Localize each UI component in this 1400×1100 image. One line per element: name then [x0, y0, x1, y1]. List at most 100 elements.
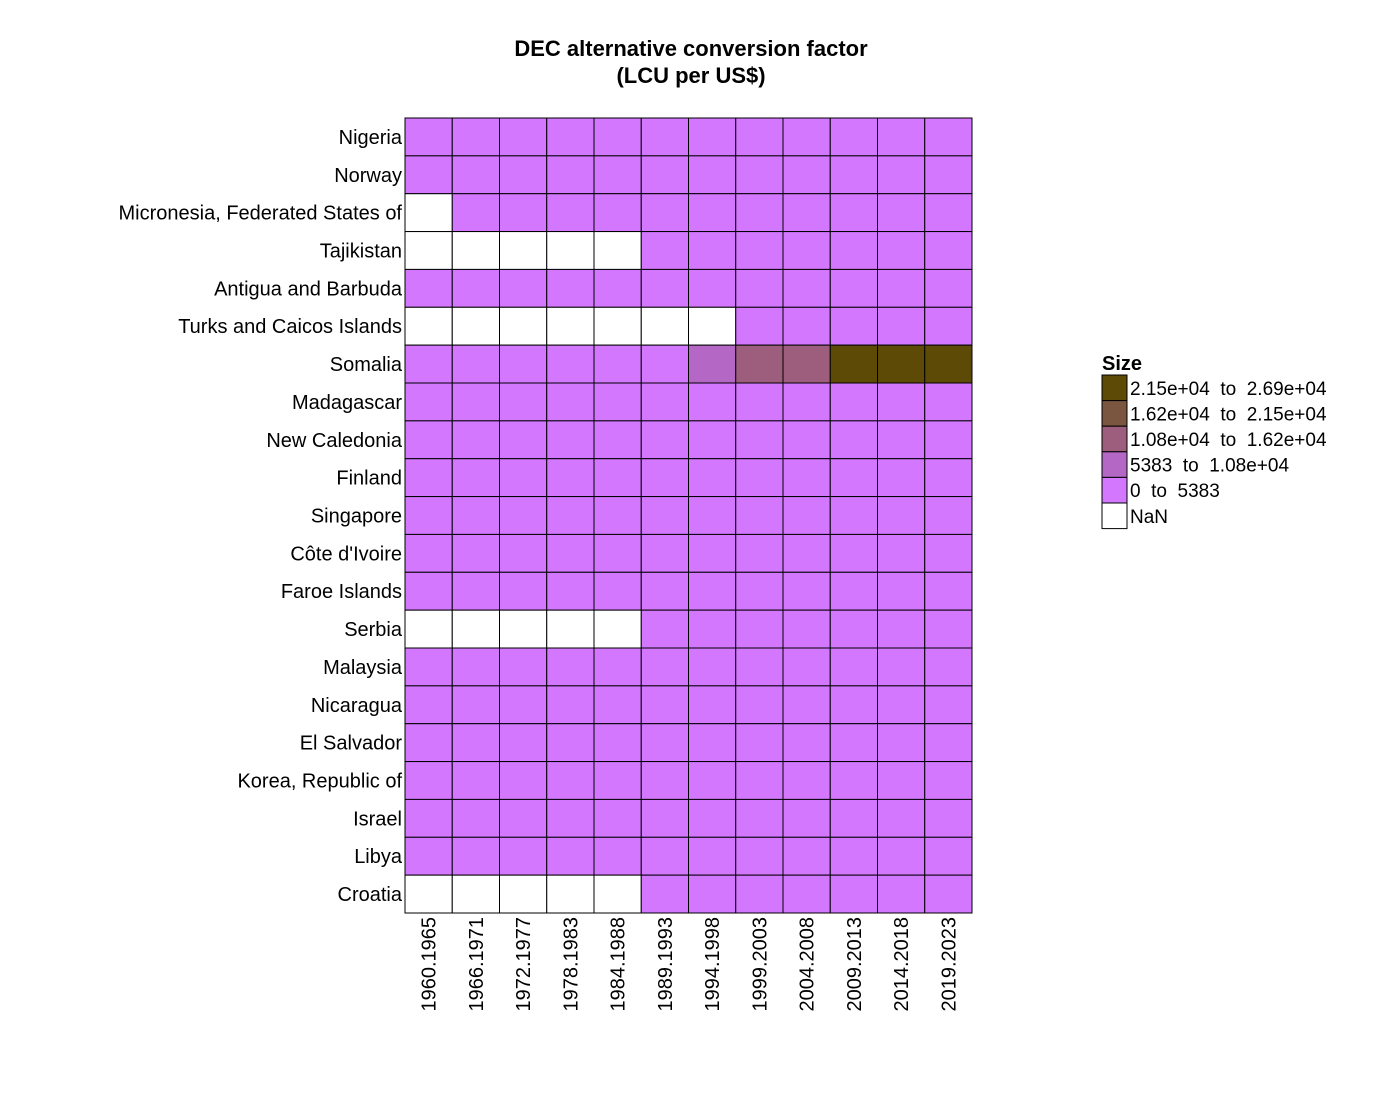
cell-0-9: [829, 117, 878, 157]
cell-17-7: [735, 761, 784, 800]
row-label: Finland: [336, 468, 402, 490]
cell-5-0: [404, 306, 453, 346]
cell-2-0: [404, 193, 453, 233]
cell-10-7: [735, 496, 784, 535]
cell-6-6: [688, 344, 737, 384]
cell-13-3: [546, 609, 595, 649]
cell-3-0: [404, 231, 453, 270]
cell-12-8: [782, 571, 831, 611]
cell-19-9: [829, 836, 878, 876]
cell-0-3: [546, 117, 595, 157]
cell-13-1: [451, 609, 500, 649]
cell-7-7: [735, 382, 784, 422]
cell-15-4: [593, 685, 642, 725]
cell-13-9: [829, 609, 878, 649]
cell-7-1: [451, 382, 500, 422]
cell-9-3: [546, 458, 595, 498]
cell-14-9: [829, 647, 878, 687]
cell-5-9: [829, 306, 878, 346]
chart-title: DEC alternative conversion factor: [514, 36, 868, 61]
cell-16-4: [593, 723, 642, 763]
cell-14-6: [688, 647, 737, 687]
cell-16-3: [546, 723, 595, 763]
cell-6-8: [782, 344, 831, 384]
cell-3-1: [451, 231, 500, 270]
column-label: 2009.2013: [844, 917, 866, 1012]
cell-0-0: [404, 117, 453, 157]
cell-14-7: [735, 647, 784, 687]
cell-10-11: [924, 496, 973, 535]
legend-swatch: [1101, 400, 1128, 427]
column-label: 1994.1998: [702, 917, 724, 1012]
row-label: Israel: [353, 808, 402, 830]
cell-20-5: [640, 874, 689, 914]
cell-1-4: [593, 155, 642, 195]
cell-8-10: [877, 420, 926, 460]
cell-2-1: [451, 193, 500, 233]
cell-19-3: [546, 836, 595, 876]
cell-9-4: [593, 458, 642, 498]
cell-7-5: [640, 382, 689, 422]
legend-label: 0 to 5383: [1130, 481, 1220, 502]
cell-14-0: [404, 647, 453, 687]
cell-4-6: [688, 268, 737, 308]
cell-19-1: [451, 836, 500, 876]
cell-0-6: [688, 117, 737, 157]
cell-12-5: [640, 571, 689, 611]
cell-14-2: [499, 647, 548, 687]
cell-16-11: [924, 723, 973, 763]
cell-7-8: [782, 382, 831, 422]
cell-0-10: [877, 117, 926, 157]
cell-9-8: [782, 458, 831, 498]
row-label: Libya: [354, 846, 403, 868]
cell-13-11: [924, 609, 973, 649]
cell-12-1: [451, 571, 500, 611]
cell-7-2: [499, 382, 548, 422]
cell-8-11: [924, 420, 973, 460]
row-label: Madagascar: [292, 392, 402, 414]
row-label: El Salvador: [300, 733, 403, 755]
cell-13-2: [499, 609, 548, 649]
cell-5-10: [877, 306, 926, 346]
column-label: 1966.1971: [466, 917, 488, 1012]
row-label: Faroe Islands: [281, 581, 402, 603]
cell-12-3: [546, 571, 595, 611]
cell-5-7: [735, 306, 784, 346]
cell-15-2: [499, 685, 548, 725]
cell-9-7: [735, 458, 784, 498]
cell-3-9: [829, 231, 878, 270]
cell-12-7: [735, 571, 784, 611]
cell-8-9: [829, 420, 878, 460]
cell-3-6: [688, 231, 737, 270]
cell-1-1: [451, 155, 500, 195]
cell-17-10: [877, 761, 926, 800]
cell-16-0: [404, 723, 453, 763]
row-label: Korea, Republic of: [237, 771, 402, 793]
cell-0-7: [735, 117, 784, 157]
cell-11-7: [735, 533, 784, 573]
cell-9-0: [404, 458, 453, 498]
cell-2-10: [877, 193, 926, 233]
cell-8-1: [451, 420, 500, 460]
cell-13-8: [782, 609, 831, 649]
legend-label: 1.62e+04 to 2.15e+04: [1130, 404, 1327, 425]
cell-12-4: [593, 571, 642, 611]
cell-15-6: [688, 685, 737, 725]
column-label: 1972.1977: [513, 917, 535, 1012]
cell-20-9: [829, 874, 878, 914]
cell-0-1: [451, 117, 500, 157]
cell-10-8: [782, 496, 831, 535]
cell-8-2: [499, 420, 548, 460]
cell-1-9: [829, 155, 878, 195]
cell-4-9: [829, 268, 878, 308]
cell-12-6: [688, 571, 737, 611]
cell-18-5: [640, 798, 689, 838]
legend-swatch: [1101, 374, 1128, 402]
cell-16-1: [451, 723, 500, 763]
cell-19-5: [640, 836, 689, 876]
cell-15-1: [451, 685, 500, 725]
column-label: 1984.1988: [608, 917, 630, 1012]
cell-6-1: [451, 344, 500, 384]
cell-20-0: [404, 874, 453, 914]
